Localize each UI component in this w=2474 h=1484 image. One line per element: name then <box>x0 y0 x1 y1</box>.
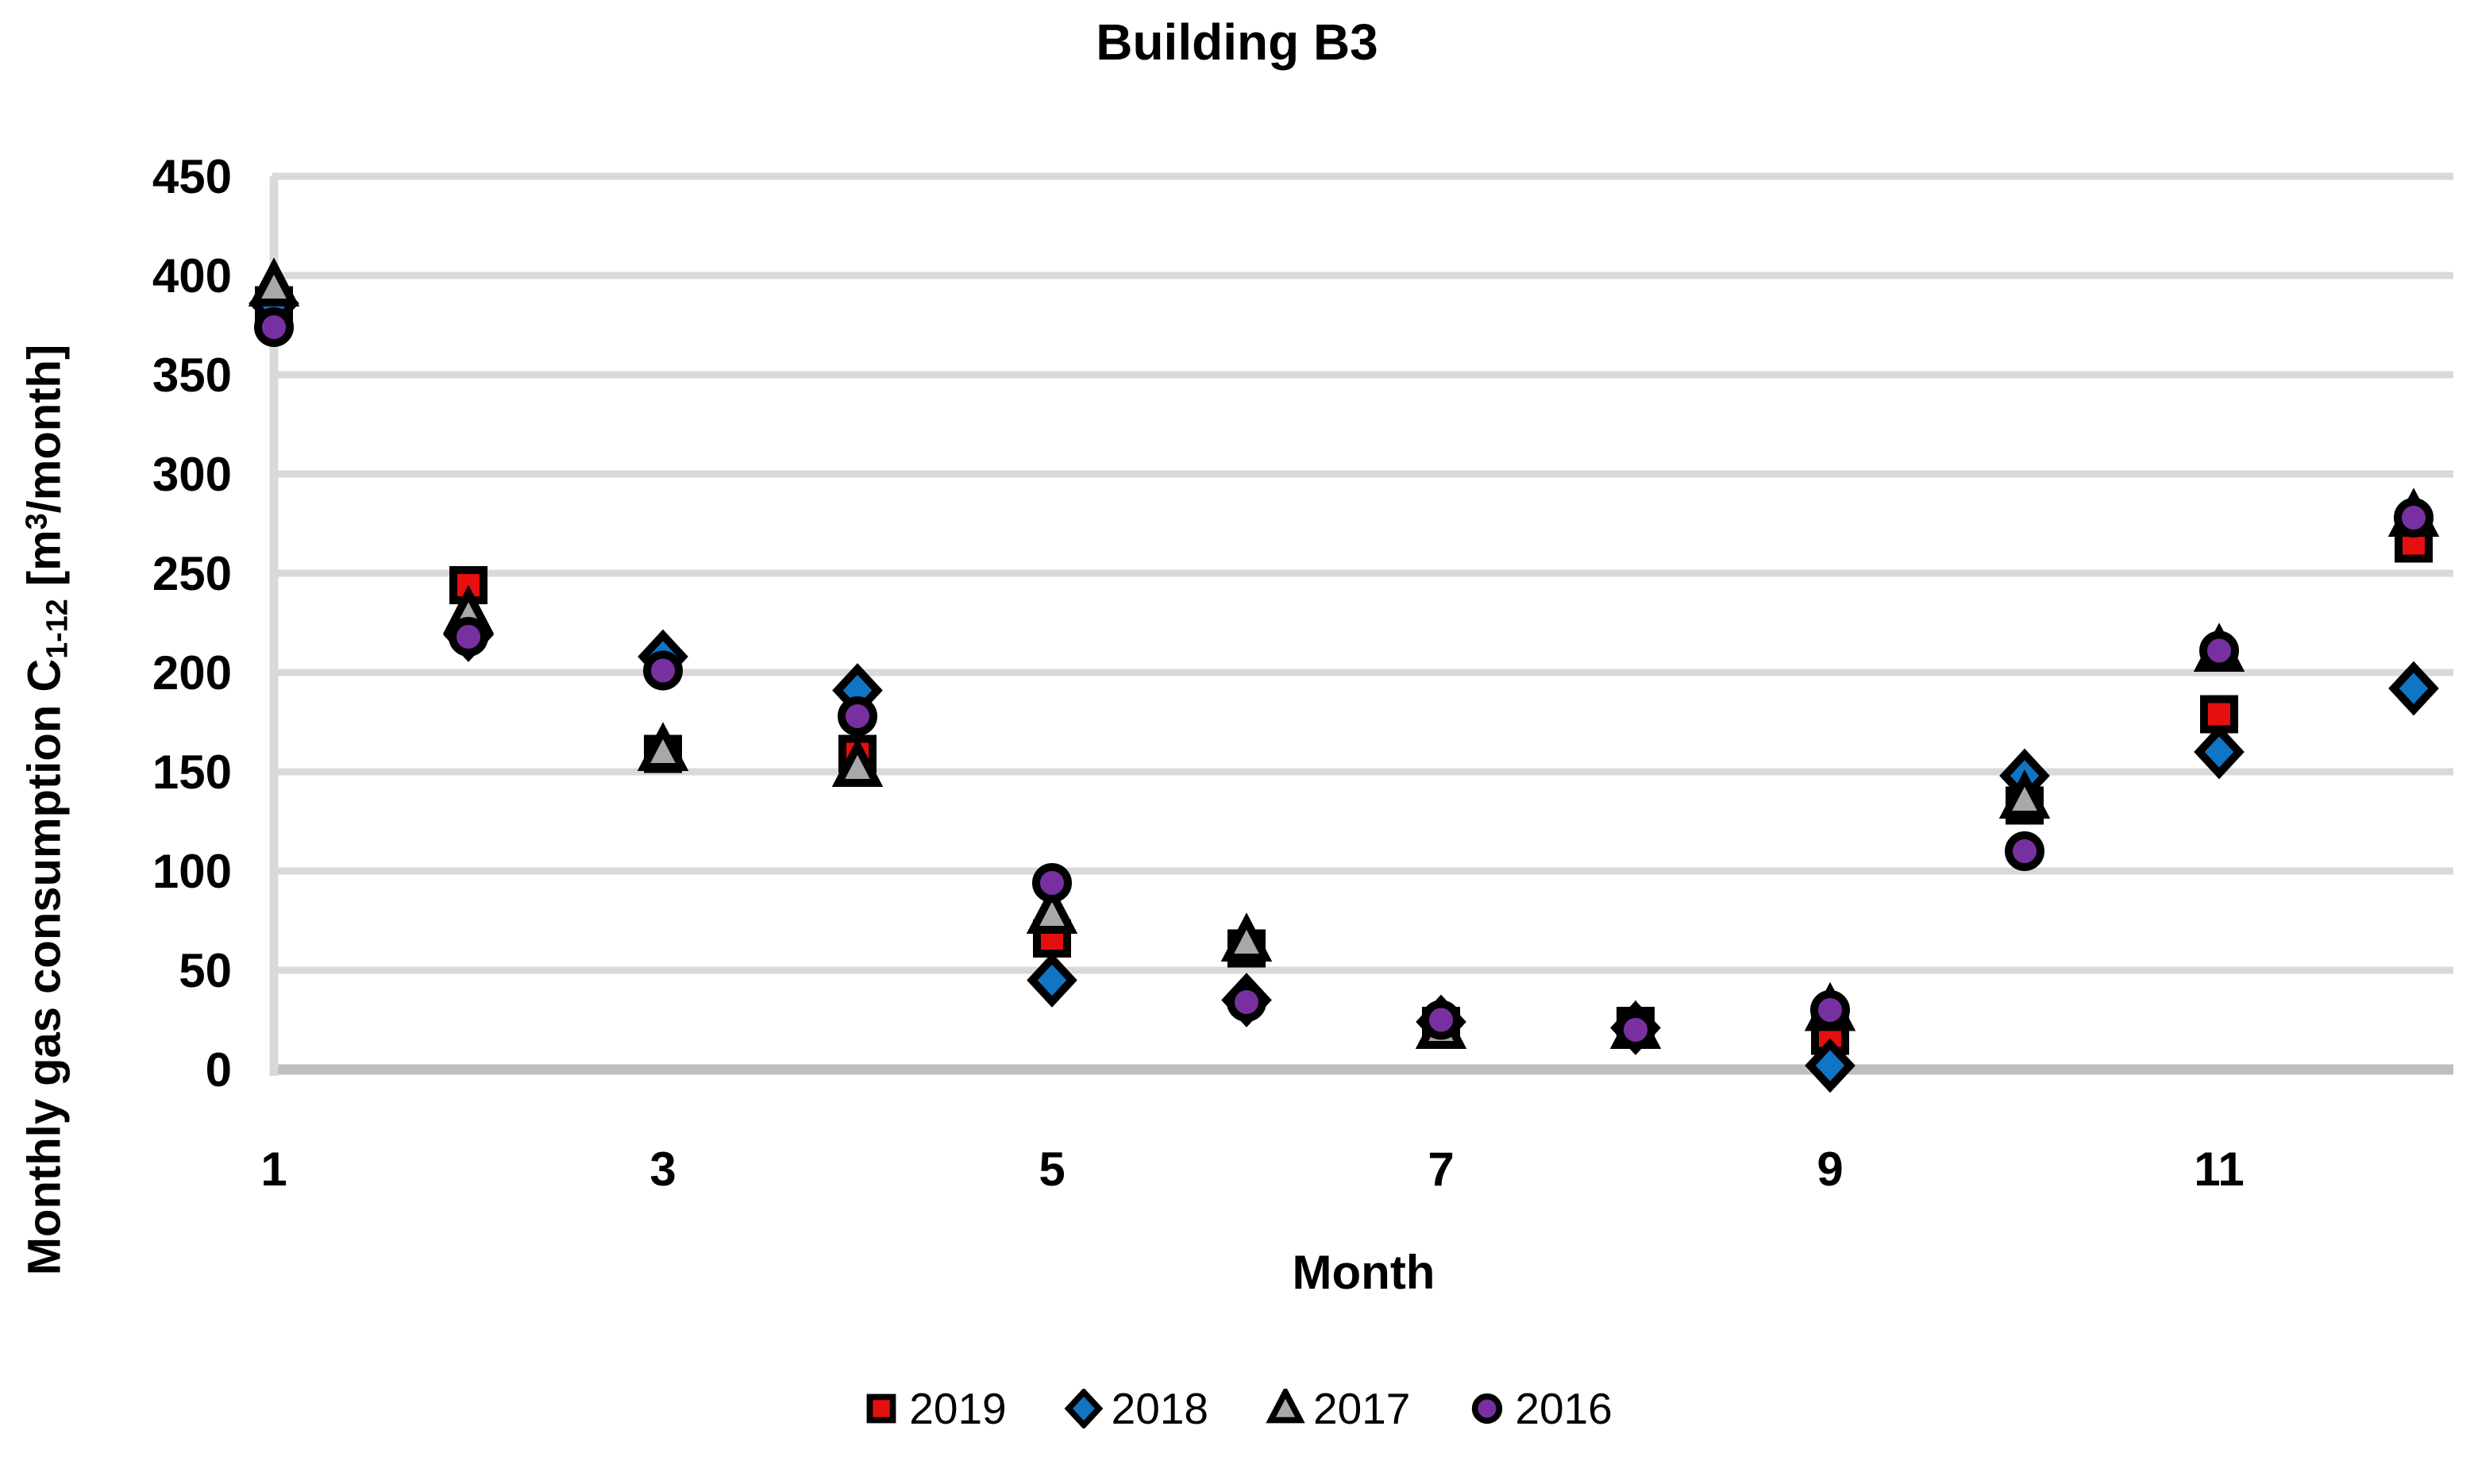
diamond-marker-icon <box>1064 1389 1104 1428</box>
circle-marker-icon <box>838 696 877 736</box>
legend-label: 2016 <box>1515 1384 1613 1433</box>
triangle-marker-icon <box>1266 1389 1305 1424</box>
circle-marker-icon <box>2394 498 2434 538</box>
circle-marker-icon <box>643 650 683 691</box>
legend-item-2018: 2018 <box>1064 1383 1208 1434</box>
triangle-marker-icon <box>831 738 884 787</box>
x-tick-label: 7 <box>1428 1143 1454 1196</box>
y-axis-title-prefix: Monthly gas consumption C <box>18 658 71 1276</box>
y-axis-title-suffix: /month] <box>18 344 71 514</box>
x-tick-label: 5 <box>1039 1143 1065 1196</box>
y-tick-label: 300 <box>152 448 232 501</box>
y-tick-label: 100 <box>152 845 232 898</box>
x-tick-label: 9 <box>1817 1143 1843 1196</box>
circle-marker-icon <box>1616 1010 1655 1050</box>
y-axis-title-superscript: 3 <box>19 513 53 530</box>
chart-title: Building B3 <box>1096 13 1378 71</box>
circle-marker-icon <box>449 617 488 657</box>
legend-label: 2018 <box>1111 1384 1208 1433</box>
triangle-marker-icon <box>637 722 689 771</box>
circle-marker-icon <box>1472 1393 1503 1424</box>
square-marker-icon <box>866 1393 896 1424</box>
circle-marker-icon <box>2199 630 2239 671</box>
square-marker-icon <box>866 1393 896 1424</box>
diamond-marker-icon <box>1064 1389 1104 1428</box>
x-tick-label: 11 <box>2194 1143 2244 1196</box>
legend-item-2017: 2017 <box>1266 1383 1410 1434</box>
y-tick-label: 450 <box>152 150 232 203</box>
y-tick-label: 250 <box>152 547 232 600</box>
legend-label: 2019 <box>909 1384 1007 1433</box>
triangle-marker-icon <box>1220 912 1273 962</box>
legend: 2019 2018 2017 2016 <box>0 1383 2474 1434</box>
legend-label: 2017 <box>1313 1384 1411 1433</box>
y-tick-label: 150 <box>152 746 232 799</box>
circle-marker-icon <box>2005 831 2044 871</box>
circle-marker-icon <box>1472 1393 1503 1424</box>
x-axis-title: Month <box>1292 1246 1435 1299</box>
y-tick-label: 0 <box>206 1043 232 1097</box>
triangle-marker-icon <box>1266 1389 1305 1424</box>
circle-marker-icon <box>254 307 294 347</box>
circle-marker-icon <box>1032 863 1072 903</box>
diamond-marker-icon <box>2388 661 2439 716</box>
triangle-marker-icon <box>1026 885 1078 934</box>
diamond-marker-icon <box>1027 953 1077 1008</box>
x-tick-label: 1 <box>260 1143 287 1196</box>
circle-marker-icon <box>1810 990 1850 1030</box>
circle-marker-icon <box>1421 1000 1461 1040</box>
y-axis-title-subscript: 1-12 <box>40 599 74 659</box>
diamond-marker-icon <box>1805 1038 1856 1093</box>
y-axis-title-middle: [m <box>18 530 71 599</box>
y-tick-label: 400 <box>152 249 232 303</box>
x-tick-label: 3 <box>649 1143 676 1196</box>
y-axis-title: Monthly gas consumption C1-12 [m3/month] <box>17 345 74 1276</box>
diamond-marker-icon <box>2194 724 2245 780</box>
y-tick-label: 200 <box>152 646 232 700</box>
triangle-marker-icon <box>248 257 300 306</box>
circle-marker-icon <box>1227 982 1266 1022</box>
legend-item-2019: 2019 <box>861 1383 1007 1434</box>
y-tick-label: 50 <box>179 944 232 997</box>
legend-item-2016: 2016 <box>1467 1383 1613 1434</box>
triangle-marker-icon <box>1998 769 2051 819</box>
y-tick-label: 350 <box>152 349 232 402</box>
